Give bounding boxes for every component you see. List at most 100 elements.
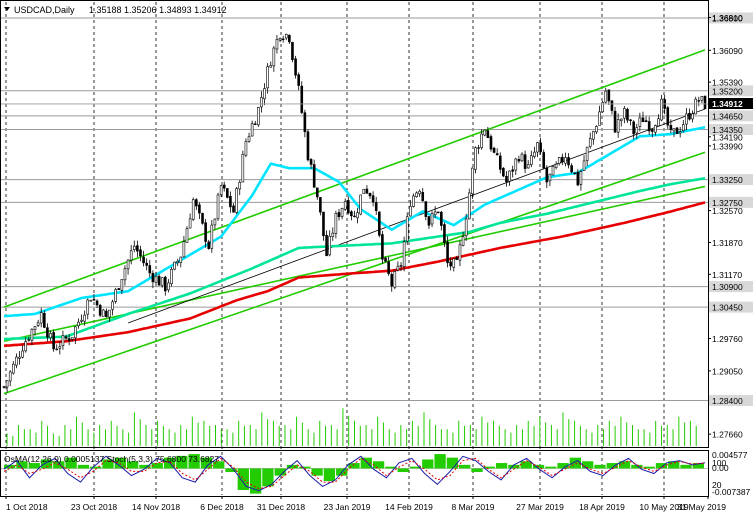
candle-body [449, 261, 452, 267]
candle-body [573, 172, 577, 174]
candle-body [235, 188, 238, 213]
osma-bar [323, 468, 336, 482]
chart-header: USDCAD,Daily 1.35188 1.35206 1.34893 1.3… [4, 5, 227, 15]
candle-body [483, 129, 487, 136]
candle-body [561, 156, 564, 163]
candle-body [232, 205, 235, 213]
candle-body [95, 300, 99, 306]
osma-bar [4, 464, 16, 469]
candle-body [5, 380, 9, 388]
channel-line [3, 49, 706, 308]
candle-body [74, 326, 77, 339]
horizontal-levels: 1.36800 1.35200 1.34650 1.34350 1.33250 1.327… [1, 12, 753, 406]
candle-body [601, 102, 604, 113]
candle-body [238, 182, 242, 190]
candle-body [455, 257, 459, 260]
candle-body [52, 332, 55, 350]
candle-body [346, 200, 350, 214]
candle-body [492, 147, 496, 153]
candle-body [685, 113, 688, 125]
candle-body [111, 301, 114, 310]
candle-body [297, 74, 300, 86]
candle-body [526, 164, 530, 169]
candle-body [681, 124, 685, 131]
candle-body [281, 38, 285, 41]
candle-body [486, 130, 490, 139]
candle-body [523, 154, 527, 169]
candle-body [306, 131, 310, 161]
candle-body [198, 204, 201, 214]
candle-body [2, 386, 6, 388]
candle-body [86, 299, 90, 315]
osma-bar [348, 463, 360, 469]
oscillator-scale-label: -0.007387 [712, 487, 751, 497]
candle-body [356, 212, 359, 219]
candle-body [89, 299, 93, 302]
candle-body [365, 188, 369, 194]
oscillator-label: OsMA(12,26,9) 0.0005137 Stoch(5,3,3) 75.… [4, 454, 219, 464]
osma-bar [188, 454, 200, 469]
candle-body [275, 39, 279, 50]
candle-body [334, 212, 338, 234]
candle-body [27, 339, 31, 341]
osma-bar [422, 459, 434, 469]
osma-bar [692, 463, 704, 469]
candle-body [39, 312, 43, 324]
candle-body [64, 336, 68, 339]
candle-body [502, 167, 505, 177]
candle-body [188, 218, 192, 229]
candle-body [154, 275, 158, 284]
candle-body [436, 211, 440, 214]
osma-bar [668, 461, 680, 469]
candle-body [688, 112, 691, 120]
osma-bar [582, 461, 594, 469]
oscillator-scale-label: 0.00 [712, 463, 729, 473]
candle-body [170, 269, 173, 285]
candle-body [498, 155, 502, 170]
candle-body [328, 235, 331, 256]
osma-bar [618, 461, 631, 469]
candle-body [216, 194, 220, 220]
candle-body [489, 136, 493, 150]
candle-body [83, 314, 86, 322]
candle-body [418, 190, 421, 195]
candle-body [514, 158, 518, 171]
candle-body [151, 272, 155, 283]
candle-body [607, 89, 611, 102]
candle-body [638, 117, 642, 127]
candle-body [678, 131, 682, 134]
candle-body [427, 216, 431, 226]
candle-body [294, 58, 297, 76]
candle-body [247, 136, 251, 142]
candle-body [222, 184, 226, 189]
candle-body [650, 129, 654, 132]
key-level-box [709, 394, 753, 406]
candle-body [415, 192, 418, 197]
candle-body [101, 309, 105, 317]
osma-bar [545, 466, 557, 469]
candle-body [77, 321, 80, 327]
moving-averages [3, 125, 706, 348]
candle-body [92, 299, 96, 301]
candle-body [359, 194, 363, 215]
candle-body [477, 147, 480, 149]
candle-body [592, 131, 595, 140]
candle-body [539, 142, 542, 153]
candle-body [58, 346, 62, 349]
osma-bar [151, 463, 163, 469]
candle-body [557, 157, 561, 164]
osma-bar [385, 466, 397, 469]
osma-bar [409, 466, 422, 469]
candle-body [564, 157, 567, 164]
candle-body [396, 265, 400, 271]
candle-body [312, 164, 316, 188]
candles [1, 33, 708, 393]
candle-body [598, 111, 601, 126]
candle-body [654, 125, 657, 133]
candle-body [433, 211, 437, 215]
candle-body [36, 322, 40, 326]
candle-body [43, 312, 46, 328]
candle-body [117, 288, 121, 290]
